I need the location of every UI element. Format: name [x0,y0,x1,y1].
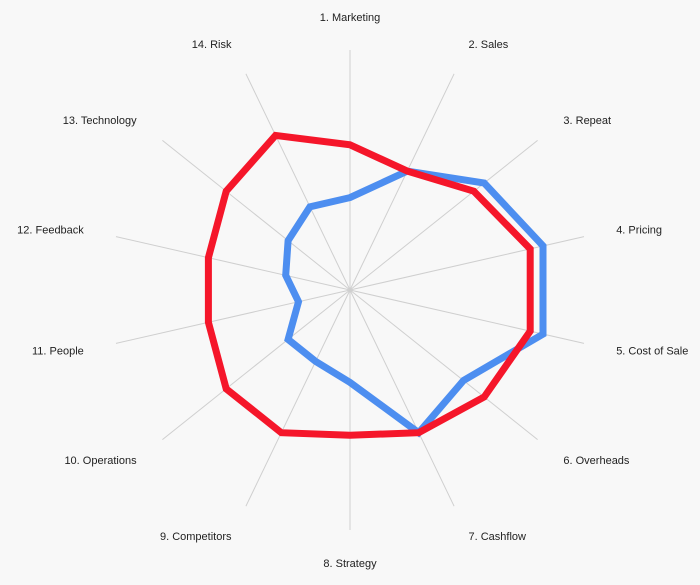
axis-label: 9. Competitors [160,531,232,543]
axis-label: 8. Strategy [323,558,377,570]
axis-labels: 1. Marketing 2. Sales 3. Repeat 4. Pricing 5… [17,12,688,570]
axis-line [162,140,351,291]
axis-label: 7. Cashflow [469,531,527,543]
axis-lines [115,50,585,530]
axis-line [162,289,351,440]
axis-line [349,289,585,344]
axis-line [115,289,351,344]
axis-line [349,289,538,440]
axis-line [245,289,351,507]
axis-line [245,73,351,291]
axis-label: 6. Overheads [563,455,630,467]
series-layer [204,131,547,439]
axis-line [115,236,351,291]
series-2-line [204,131,534,439]
axis-label: 11. People [32,346,84,358]
axis-label: 1. Marketing [320,12,381,24]
axis-label: 13. Technology [63,115,137,127]
series-1-line [282,167,547,438]
axis-label: 14. Risk [192,39,232,51]
axis-label: 4. Pricing [616,224,662,236]
axis-label: 10. Operations [64,455,137,467]
axis-label: 5. Cost of Sale [616,346,688,358]
axis-line [349,236,585,291]
axis-line [349,140,538,291]
axis-label: 12. Feedback [17,224,84,236]
axis-label: 3. Repeat [563,115,611,127]
axis-line [349,289,455,507]
axis-label: 2. Sales [469,39,509,51]
axis-line [349,73,455,291]
